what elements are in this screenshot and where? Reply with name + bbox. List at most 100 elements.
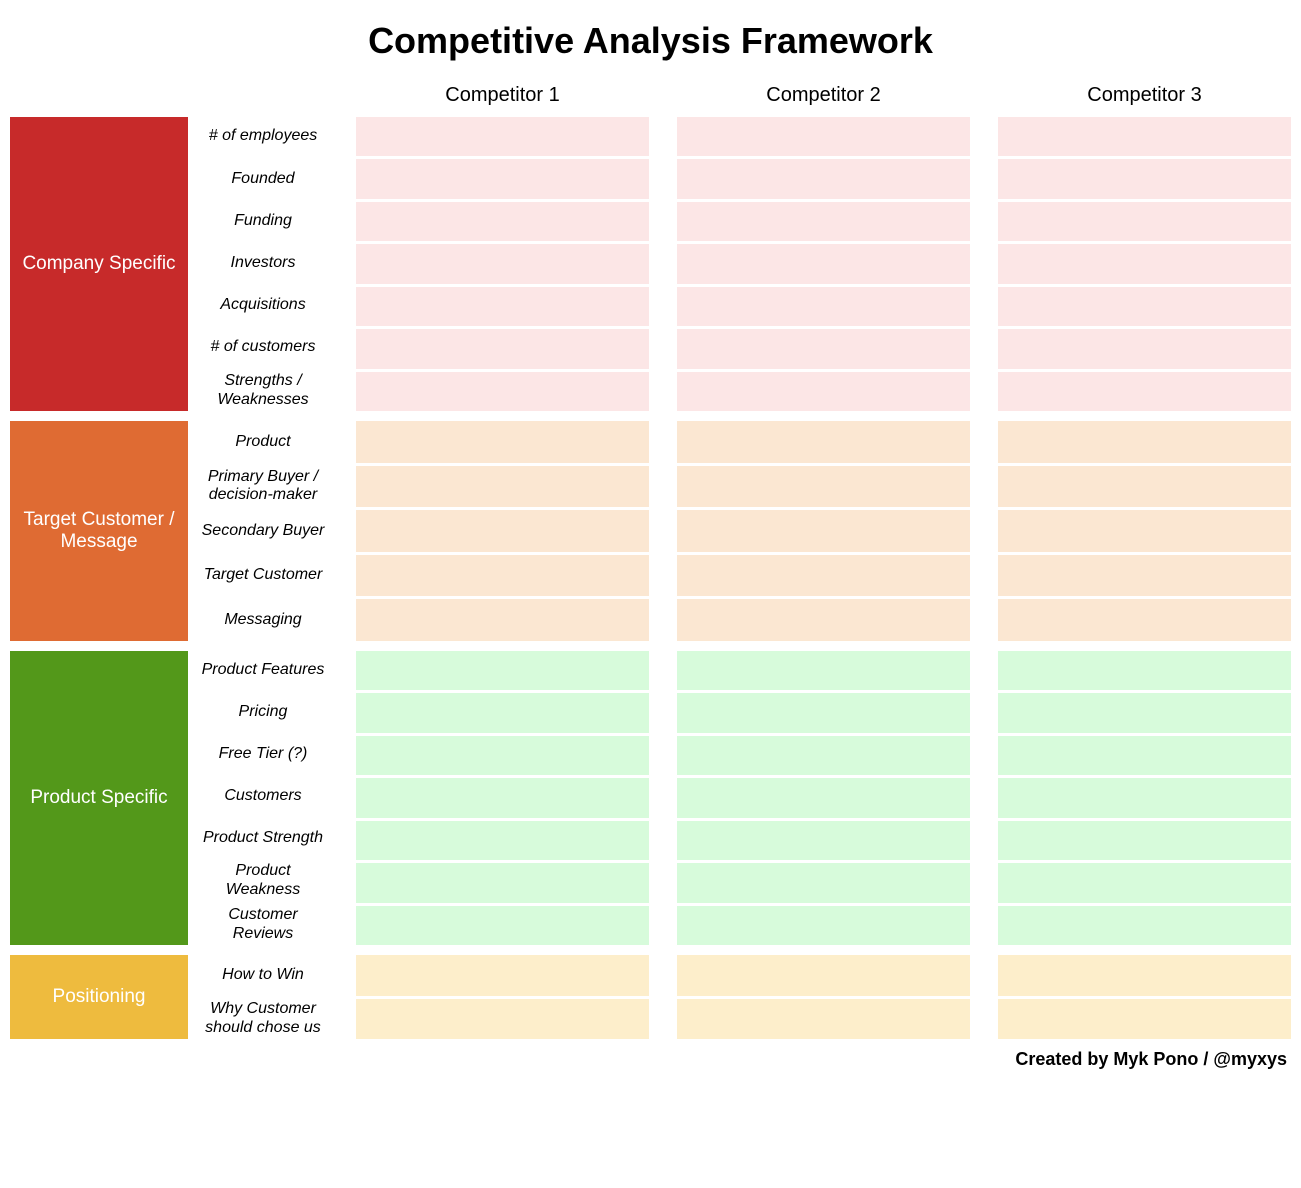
data-cell (998, 651, 1291, 693)
attribute-label: Target Customer (198, 555, 328, 600)
data-cell (677, 863, 970, 905)
competitor-column (677, 421, 970, 641)
data-cell (677, 421, 970, 466)
attribute-label: Product Weakness (198, 860, 328, 904)
data-cell (677, 599, 970, 641)
data-cell (356, 287, 649, 329)
competitor-column (998, 955, 1291, 1039)
data-cell (356, 244, 649, 286)
data-cell (677, 736, 970, 778)
category-block: Target Customer / Message (10, 421, 188, 641)
category-block: Company Specific (10, 117, 188, 411)
competitor-header: Competitor 2 (677, 80, 970, 117)
competitor-column (998, 117, 1291, 411)
data-cell (998, 599, 1291, 641)
attribute-column: Product FeaturesPricingFree Tier (?)Cust… (198, 651, 328, 945)
data-cell (356, 693, 649, 735)
competitor-column (998, 421, 1291, 641)
attribute-label: Product Features (198, 651, 328, 693)
data-cell (998, 821, 1291, 863)
data-cell (356, 555, 649, 600)
data-cell (356, 863, 649, 905)
data-cell (356, 955, 649, 999)
competitor-column (356, 421, 649, 641)
data-cell (998, 555, 1291, 600)
data-cell (356, 599, 649, 641)
data-cell (998, 736, 1291, 778)
attribute-label: Pricing (198, 693, 328, 735)
data-cell (998, 693, 1291, 735)
data-cell (677, 466, 970, 511)
data-cell (677, 906, 970, 945)
data-cell (356, 159, 649, 201)
data-cell (356, 372, 649, 411)
attribute-label: Customers (198, 777, 328, 819)
data-cell (356, 651, 649, 693)
category-block: Product Specific (10, 651, 188, 945)
attribute-label: # of customers (198, 328, 328, 370)
category-block: Positioning (10, 955, 188, 1039)
data-cell (677, 693, 970, 735)
data-cell (677, 778, 970, 820)
data-cell (677, 955, 970, 999)
data-cell (677, 159, 970, 201)
data-cell (998, 955, 1291, 999)
data-cell (677, 202, 970, 244)
competitor-column (998, 651, 1291, 945)
attribute-label: Strengths / Weaknesses (198, 370, 328, 411)
attribute-column: ProductPrimary Buyer / decision-makerSec… (198, 421, 328, 641)
data-cell (356, 778, 649, 820)
data-cell (998, 117, 1291, 159)
framework-grid: Competitor 1 Competitor 2 Competitor 3 C… (10, 80, 1291, 1049)
attribute-label: Free Tier (?) (198, 735, 328, 777)
data-cell (998, 466, 1291, 511)
data-cell (356, 117, 649, 159)
credit-line: Created by Myk Pono / @myxys (10, 1049, 1291, 1070)
data-cell (677, 244, 970, 286)
data-cell (356, 421, 649, 466)
data-cell (356, 329, 649, 371)
data-cell (356, 906, 649, 945)
data-cell (677, 329, 970, 371)
competitor-column (356, 955, 649, 1039)
attribute-label: Product (198, 421, 328, 466)
data-cell (998, 510, 1291, 555)
attribute-label: # of employees (198, 117, 328, 159)
competitor-column (677, 651, 970, 945)
data-cell (998, 372, 1291, 411)
data-cell (356, 202, 649, 244)
data-cell (677, 372, 970, 411)
data-cell (998, 421, 1291, 466)
competitor-column (356, 117, 649, 411)
data-cell (677, 821, 970, 863)
data-cell (356, 466, 649, 511)
competitor-column (677, 117, 970, 411)
data-cell (998, 287, 1291, 329)
attribute-label: Funding (198, 201, 328, 243)
data-cell (677, 555, 970, 600)
attribute-label: Product Strength (198, 819, 328, 861)
attribute-label: Primary Buyer / decision-maker (198, 466, 328, 511)
data-cell (356, 510, 649, 555)
attribute-label: Why Customer should chose us (198, 998, 328, 1039)
attribute-label: How to Win (198, 955, 328, 998)
data-cell (677, 651, 970, 693)
data-cell (677, 510, 970, 555)
attribute-label: Founded (198, 159, 328, 201)
data-cell (356, 821, 649, 863)
attribute-label: Investors (198, 244, 328, 286)
attribute-column: # of employeesFoundedFundingInvestorsAcq… (198, 117, 328, 411)
data-cell (677, 117, 970, 159)
data-cell (677, 999, 970, 1040)
data-cell (998, 244, 1291, 286)
data-cell (998, 863, 1291, 905)
page-title: Competitive Analysis Framework (10, 20, 1291, 62)
competitor-column (677, 955, 970, 1039)
data-cell (677, 287, 970, 329)
data-cell (356, 999, 649, 1040)
data-cell (998, 778, 1291, 820)
attribute-column: How to WinWhy Customer should chose us (198, 955, 328, 1039)
data-cell (998, 906, 1291, 945)
data-cell (998, 159, 1291, 201)
data-cell (998, 999, 1291, 1040)
